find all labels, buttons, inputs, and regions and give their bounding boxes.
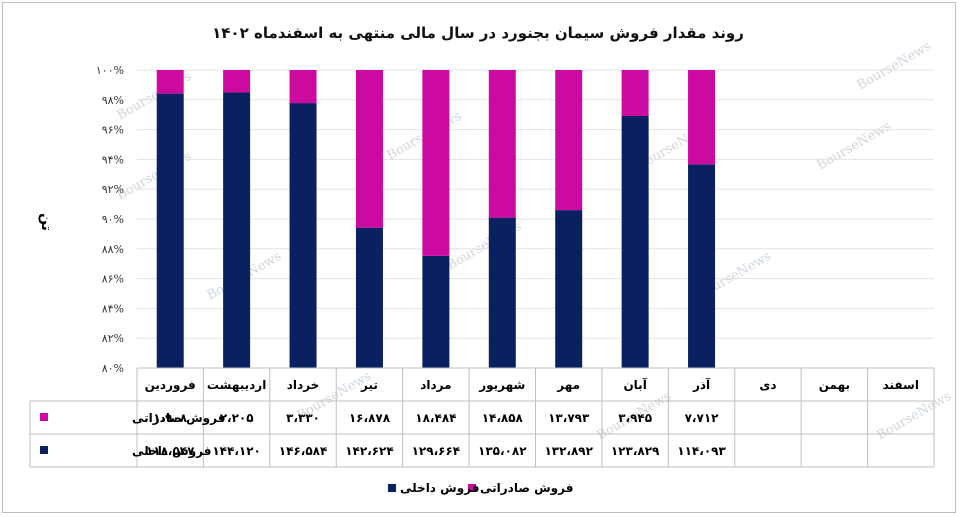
bar-export	[422, 70, 450, 256]
table-series-label: فروش صادراتی	[132, 411, 225, 426]
y-tick-label: ۸۰%	[102, 362, 124, 375]
x-category-label: مهر	[556, 378, 580, 392]
table-cell-value: ۷،۷۱۲	[685, 411, 720, 425]
table-cell-value: ۱،۹۰۸	[153, 411, 188, 425]
y-tick-label: ۹۴%	[102, 153, 124, 166]
y-tick-label: ۹۰%	[102, 213, 124, 226]
bar-domestic	[223, 92, 251, 369]
legend-label: فروش صادراتی	[480, 481, 573, 496]
x-category-label: تیر	[360, 378, 378, 392]
y-tick-label: ۸۶%	[102, 273, 124, 286]
y-tick-label: ۸۴%	[102, 302, 124, 315]
table-series-swatch	[40, 446, 48, 454]
bar-domestic	[355, 227, 383, 368]
bar-export	[223, 70, 251, 93]
x-category-label: آبان	[623, 377, 647, 392]
y-axis-label: تن	[38, 213, 54, 231]
bars	[156, 70, 716, 369]
bar-export	[488, 70, 516, 218]
chart-title: روند مقدار فروش سیمان بجنورد در سال مالی…	[212, 24, 744, 42]
x-category-label: شهریور	[478, 378, 525, 393]
bar-export	[688, 70, 716, 165]
table-cell-value: ۱۶،۸۷۸	[349, 411, 391, 425]
table-cell-value: ۱۲۳،۸۲۹	[611, 444, 660, 458]
bar-domestic	[555, 210, 583, 368]
bar-domestic	[488, 217, 516, 368]
table-cell-value: ۱۱۸،۵۴۷	[146, 444, 195, 458]
legend-label: فروش داخلی	[400, 481, 479, 496]
x-category-label: مرداد	[420, 378, 451, 392]
bar-export	[555, 70, 583, 211]
x-category-label: بهمن	[819, 378, 850, 392]
bar-export	[289, 70, 317, 104]
gridlines	[137, 69, 934, 369]
table-cell-value: ۱۴۲،۶۲۴	[345, 444, 394, 458]
bar-export	[355, 70, 383, 228]
y-tick-labels: ۸۰% ۸۲% ۸۴% ۸۶% ۸۸% ۹۰% ۹۲% ۹۴% ۹۶% ۹۸% ۱۰۰%	[96, 64, 124, 375]
table-cell-value: ۳،۳۳۰	[286, 411, 320, 425]
watermark-text: BourseNews	[855, 39, 935, 94]
bar-domestic	[688, 164, 716, 368]
y-tick-label: ۹۸%	[102, 94, 124, 107]
table-cell-value: ۱۴۶،۵۸۴	[279, 444, 328, 458]
table-cell-value: ۱۸،۴۸۴	[415, 411, 456, 425]
watermark-text: BourseNews	[875, 389, 955, 444]
table-cell-value: ۱۳۵،۰۸۲	[478, 444, 527, 458]
bar-export	[621, 70, 649, 117]
bar-export	[156, 70, 184, 94]
table-cell-value: ۲،۲۰۵	[220, 411, 254, 425]
x-category-label: اردیبهشت	[207, 378, 266, 392]
x-category-label: فروردین	[145, 378, 196, 393]
y-tick-label: ۸۸%	[102, 243, 124, 256]
y-tick-label: ۹۲%	[102, 183, 124, 196]
table-cell-value: ۱۴۴،۱۲۰	[212, 444, 261, 458]
data-table: فروردین اردیبهشت خرداد تیر مرداد شهریور مهر آبا…	[29, 367, 935, 468]
table-series-label: فروش داخلی	[132, 444, 211, 459]
y-tick-label: ۹۶%	[102, 124, 124, 137]
table-cell-value: ۱۳۲،۸۹۲	[544, 444, 593, 458]
table-series-swatch	[40, 413, 48, 421]
bar-domestic	[289, 103, 317, 368]
x-category-label: دی	[759, 378, 776, 392]
bar-domestic	[621, 116, 649, 368]
table-cell-value: ۱۳،۷۹۳	[548, 411, 590, 425]
x-category-label: خرداد	[287, 378, 320, 392]
y-tick-label: ۱۰۰%	[96, 64, 124, 77]
bar-domestic	[156, 93, 184, 369]
y-tick-label: ۸۲%	[102, 332, 124, 345]
watermark-text: BourseNews	[815, 119, 895, 174]
table-cell-value: ۱۲۹،۶۶۴	[412, 444, 461, 458]
bar-domestic	[422, 255, 450, 368]
legend-swatch	[388, 484, 396, 492]
x-category-label: اسفند	[883, 378, 919, 392]
x-category-label: آذر	[692, 377, 711, 392]
legend-swatch	[468, 484, 476, 492]
table-cell-value: ۱۴،۸۵۸	[482, 411, 524, 425]
table-cell-value: ۳،۹۴۵	[618, 411, 652, 425]
table-cell-value: ۱۱۴،۰۹۳	[677, 444, 726, 458]
